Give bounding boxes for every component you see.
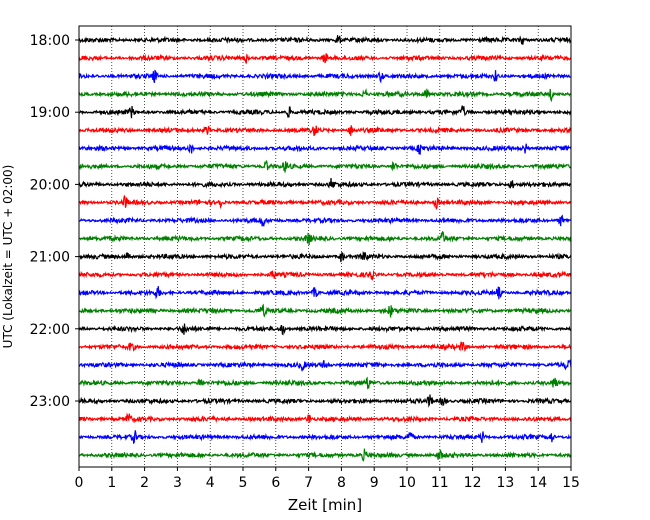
plot-frame [78,25,572,468]
x-tick-label: 15 [562,475,580,491]
y-tick-label: 22:00 [30,322,70,338]
x-tick-label: 9 [370,475,379,491]
y-tick-label: 18:00 [30,33,70,49]
trace-line-2245 [78,376,572,390]
x-axis: 0 1 2 3 4 5 6 7 8 9 10 11 12 13 14 15 [75,467,580,491]
trace-line-2300 [78,394,572,408]
x-tick-label: 8 [337,475,346,491]
trace-line-2000 [78,177,572,189]
trace-line-2330 [78,430,572,445]
y-tick-label: 19:00 [30,105,70,121]
x-tick-label: 3 [173,475,182,491]
trace-line-2130 [78,286,572,300]
trace-line-1830 [78,69,572,84]
trace-line-2145 [78,303,572,318]
x-tick-label: 14 [529,475,547,491]
trace-line-1900 [78,105,572,119]
y-axis: 18:00 19:00 20:00 21:00 22:00 23:00 [30,33,79,410]
trace-line-2315 [78,412,572,424]
trace-line-2030 [78,214,572,227]
trace-line-2100 [78,250,572,263]
x-tick-label: 10 [398,475,416,491]
y-axis-label: UTC (Lokalzeit = UTC + 02:00) [1,165,15,349]
x-tick-label: 1 [107,475,116,491]
trace-line-1845 [78,87,572,103]
trace-line-2015 [78,194,572,210]
x-tick-label: 4 [206,475,215,491]
x-tick-label: 6 [271,475,280,491]
trace-line-2045 [78,230,572,246]
y-tick-label: 23:00 [30,394,70,410]
y-tick-label: 21:00 [30,250,70,266]
trace-line-1915 [78,125,572,136]
x-tick-label: 12 [464,475,482,491]
trace-line-1945 [78,160,572,173]
x-axis-label: Zeit [min] [288,496,362,514]
y-tick-label: 20:00 [30,177,70,193]
x-tick-label: 0 [75,475,84,491]
x-tick-label: 5 [239,475,248,491]
trace-line-1815 [78,53,572,64]
x-tick-label: 13 [496,475,514,491]
trace-line-2230 [78,359,572,372]
trace-line-2200 [78,323,572,336]
trace-line-2215 [78,341,572,353]
trace-line-1800 [78,35,572,45]
x-tick-label: 11 [431,475,449,491]
trace-line-1930 [78,143,572,155]
trace-line-2345 [78,448,572,462]
x-tick-label: 7 [304,475,313,491]
trace-series [78,35,572,462]
trace-line-2115 [78,269,572,282]
x-tick-label: 2 [140,475,149,491]
